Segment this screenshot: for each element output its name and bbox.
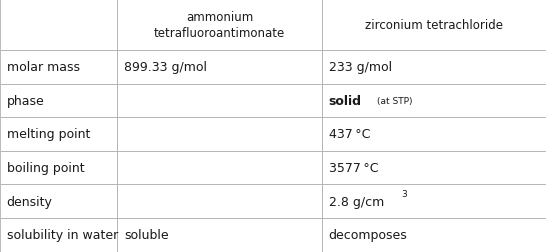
Bar: [322, 218, 546, 252]
Bar: [322, 185, 546, 218]
Bar: [117, 185, 322, 218]
Bar: [117, 218, 322, 252]
Text: density: density: [7, 195, 52, 208]
Bar: [0, 118, 117, 151]
Text: 3: 3: [401, 190, 407, 199]
Bar: [322, 84, 546, 118]
Bar: [322, 151, 546, 185]
Text: zirconium tetrachloride: zirconium tetrachloride: [365, 19, 503, 32]
Bar: [0, 151, 117, 185]
Bar: [322, 0, 546, 51]
Text: 2.8 g/cm: 2.8 g/cm: [329, 195, 384, 208]
Text: 437 °C: 437 °C: [329, 128, 370, 141]
Text: soluble: soluble: [124, 229, 169, 241]
Bar: [117, 118, 322, 151]
Text: molar mass: molar mass: [7, 61, 80, 74]
Bar: [0, 0, 117, 51]
Bar: [117, 0, 322, 51]
Text: solubility in water: solubility in water: [7, 229, 118, 241]
Bar: [0, 218, 117, 252]
Text: solid: solid: [329, 94, 361, 107]
Text: phase: phase: [7, 94, 44, 107]
Text: decomposes: decomposes: [329, 229, 407, 241]
Bar: [322, 118, 546, 151]
Bar: [117, 151, 322, 185]
Bar: [0, 51, 117, 84]
Text: boiling point: boiling point: [7, 162, 84, 174]
Text: 233 g/mol: 233 g/mol: [329, 61, 392, 74]
Bar: [0, 84, 117, 118]
Text: melting point: melting point: [7, 128, 90, 141]
Bar: [322, 51, 546, 84]
Bar: [117, 84, 322, 118]
Text: 3577 °C: 3577 °C: [329, 162, 378, 174]
Text: ammonium
tetrafluoroantimonate: ammonium tetrafluoroantimonate: [154, 11, 286, 40]
Bar: [0, 185, 117, 218]
Bar: [117, 51, 322, 84]
Text: 899.33 g/mol: 899.33 g/mol: [124, 61, 207, 74]
Text: (at STP): (at STP): [377, 97, 412, 105]
